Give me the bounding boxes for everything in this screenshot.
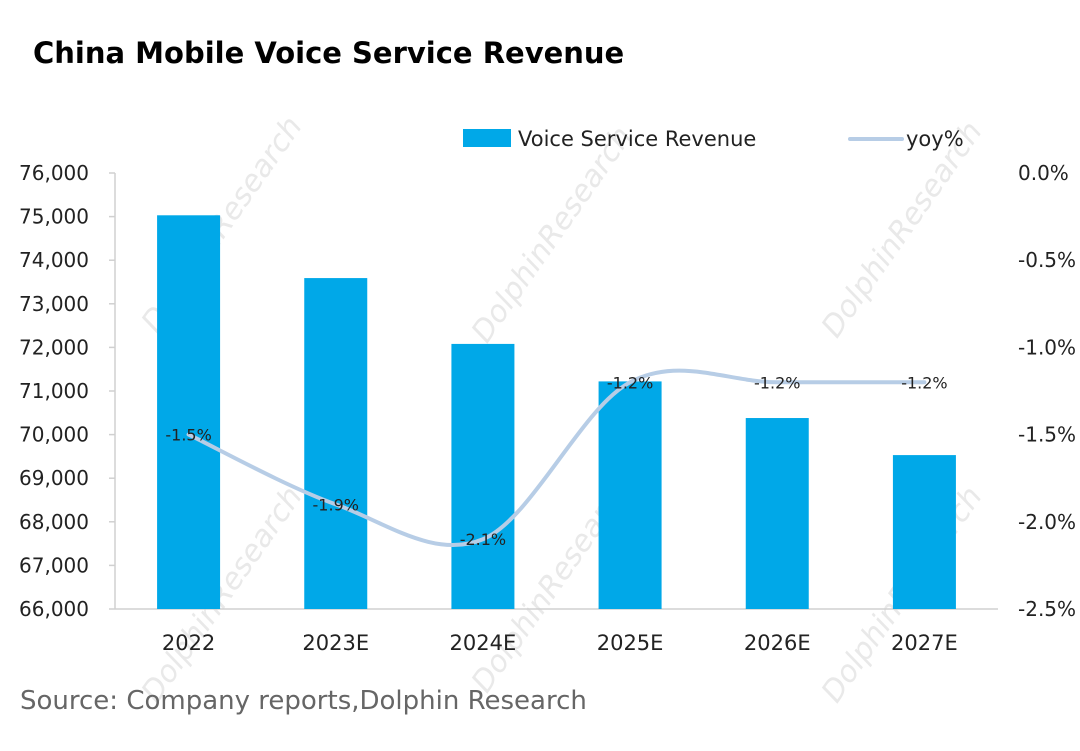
yoy-data-label: -1.5%: [165, 426, 211, 445]
chart-title: China Mobile Voice Service Revenue: [33, 36, 624, 70]
left-y-axis: 66,000 67,000 68,000 69,000 70,000 71,000 72,0…: [19, 161, 116, 621]
left-tick-label: 74,000: [19, 248, 89, 272]
x-category-label: 2024E: [450, 631, 517, 655]
right-tick-label: -2.0%: [1018, 510, 1076, 534]
left-tick-label: 72,000: [19, 335, 89, 359]
yoy-line-series: [186, 368, 927, 548]
source-note: Source: Company reports,Dolphin Research: [20, 686, 587, 716]
yoy-data-label: -2.1%: [460, 530, 506, 549]
yoy-data-label: -1.2%: [901, 373, 947, 392]
left-tick-label: 69,000: [19, 466, 89, 490]
right-tick-label: -1.5%: [1018, 423, 1076, 447]
watermark-text: DolphinResearch: [465, 120, 640, 349]
revenue-bar: [304, 278, 368, 609]
left-tick-label: 71,000: [19, 379, 89, 403]
right-y-axis: -2.5% -2.0% -1.5% -1.0% -0.5% 0.0%: [1018, 161, 1076, 621]
x-category-label: 2027E: [891, 631, 958, 655]
yoy-data-label: -1.9%: [313, 495, 359, 514]
left-tick-label: 67,000: [19, 553, 89, 577]
x-category-label: 2022: [162, 631, 215, 655]
left-tick-label: 75,000: [19, 205, 89, 229]
yoy-line: [186, 368, 927, 548]
revenue-bar: [451, 343, 515, 609]
legend-line-label: yoy%: [906, 127, 964, 151]
yoy-data-label: -1.2%: [607, 373, 653, 392]
left-tick-label: 76,000: [19, 161, 89, 185]
x-category-label: 2026E: [744, 631, 811, 655]
revenue-bar: [892, 455, 956, 609]
legend-bar-swatch: [463, 129, 511, 147]
x-category-label: 2023E: [302, 631, 369, 655]
left-tick-label: 68,000: [19, 510, 89, 534]
right-tick-label: 0.0%: [1018, 161, 1069, 185]
revenue-bar: [745, 418, 809, 609]
revenue-bar: [598, 381, 662, 609]
watermark-layer: DolphinResearch DolphinResearch DolphinRes…: [135, 110, 990, 709]
legend: Voice Service Revenue yoy%: [463, 127, 964, 151]
left-tick-label: 70,000: [19, 423, 89, 447]
bar-series: [157, 215, 956, 610]
left-tick-label: 66,000: [19, 597, 89, 621]
legend-bar-label: Voice Service Revenue: [518, 127, 756, 151]
left-tick-label: 73,000: [19, 292, 89, 316]
x-axis-categories: 2022 2023E 2024E 2025E 2026E 2027E: [162, 631, 958, 655]
revenue-bar: [157, 215, 221, 610]
right-tick-label: -0.5%: [1018, 248, 1076, 272]
yoy-data-labels: -1.5% -1.9% -2.1% -1.2% -1.2% -1.2%: [165, 373, 947, 549]
right-tick-label: -1.0%: [1018, 335, 1076, 359]
right-tick-label: -2.5%: [1018, 597, 1076, 621]
x-category-label: 2025E: [597, 631, 664, 655]
yoy-data-label: -1.2%: [754, 373, 800, 392]
